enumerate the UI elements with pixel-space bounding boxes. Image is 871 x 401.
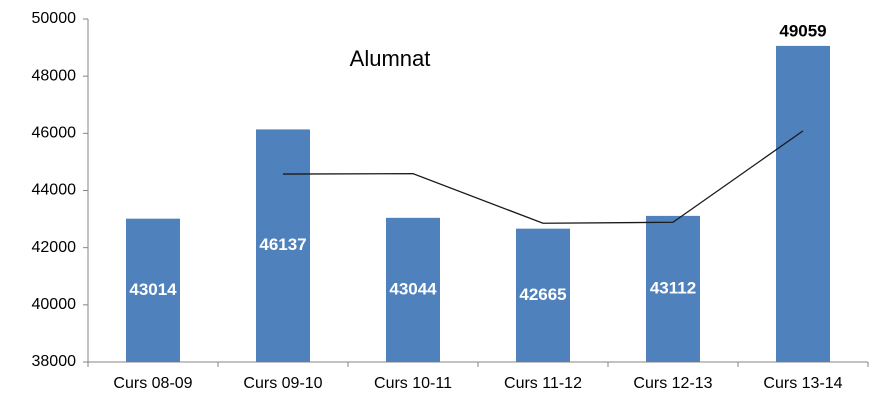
chart-title: Alumnat bbox=[350, 46, 431, 71]
trend-line bbox=[282, 130, 804, 224]
data-label: 43112 bbox=[650, 278, 696, 297]
y-tick-label: 40000 bbox=[32, 296, 77, 313]
data-label: 43014 bbox=[129, 280, 177, 299]
bar bbox=[646, 215, 700, 362]
data-label: 46137 bbox=[259, 235, 306, 254]
y-tick-label: 50000 bbox=[32, 10, 77, 27]
x-tick-label: Curs 12-13 bbox=[633, 375, 712, 392]
data-label: 49059 bbox=[779, 21, 826, 40]
y-tick-label: 48000 bbox=[32, 67, 77, 84]
y-tick-label: 42000 bbox=[32, 239, 77, 256]
bar bbox=[256, 129, 310, 362]
data-label: 42665 bbox=[519, 285, 566, 304]
bar bbox=[126, 218, 180, 362]
x-tick-label: Curs 11-12 bbox=[504, 375, 582, 392]
data-label: 43044 bbox=[389, 279, 437, 298]
x-tick-label: Curs 10-11 bbox=[374, 375, 452, 392]
bar bbox=[386, 217, 440, 362]
x-tick-label: Curs 08-09 bbox=[113, 375, 192, 392]
y-tick-label: 46000 bbox=[32, 125, 77, 142]
y-tick-label: 44000 bbox=[32, 182, 77, 199]
y-tick-label: 38000 bbox=[32, 353, 77, 370]
bar bbox=[776, 45, 830, 363]
x-tick-label: Curs 09-10 bbox=[243, 375, 322, 392]
x-tick-label: Curs 13-14 bbox=[763, 375, 842, 392]
bar bbox=[516, 228, 570, 362]
